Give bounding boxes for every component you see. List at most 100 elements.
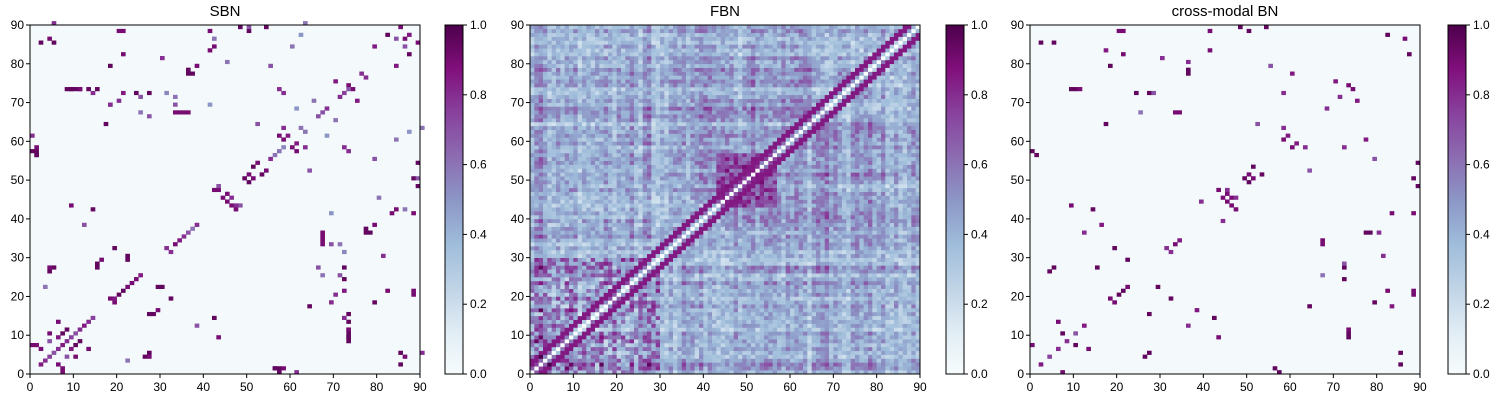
heatmap-cell [729, 300, 734, 305]
heatmap-cell [530, 168, 535, 173]
heatmap-cell [651, 238, 656, 243]
heatmap-cell [543, 187, 548, 193]
heatmap-cell [573, 215, 578, 220]
heatmap-cell [621, 164, 626, 169]
heatmap-cell [560, 222, 565, 227]
heatmap-cell [603, 277, 609, 282]
heatmap-cell [564, 118, 570, 123]
heatmap-cell [712, 44, 717, 49]
heatmap-cell [599, 94, 604, 99]
heatmap-cell [647, 168, 652, 173]
heatmap-cell [742, 191, 747, 196]
heatmap-cell [681, 226, 687, 231]
heatmap-cell [642, 87, 648, 92]
heatmap-cell [668, 87, 674, 92]
heatmap-cell [673, 304, 678, 309]
heatmap-cell [634, 52, 639, 57]
heatmap-cell [547, 152, 552, 158]
heatmap-cell [569, 261, 574, 266]
heatmap-cell [751, 246, 756, 251]
heatmap-cell [538, 342, 544, 348]
heatmap-cell [599, 339, 604, 344]
heatmap-cell [634, 149, 639, 154]
heatmap-cell [751, 327, 756, 332]
heatmap-cell [686, 215, 691, 220]
heatmap-cell [551, 311, 557, 317]
heatmap-cell [668, 75, 674, 80]
heatmap-cell [595, 59, 600, 65]
heatmap-cell [681, 40, 687, 45]
heatmap-cell [647, 304, 652, 309]
heatmap-cell [586, 222, 591, 227]
heatmap-cell [677, 121, 682, 127]
heatmap-cell [638, 362, 643, 367]
heatmap-cell [560, 176, 565, 181]
heatmap-cell [363, 226, 369, 231]
heatmap-cell [569, 36, 574, 41]
heatmap-cell [56, 335, 61, 340]
heatmap-cell [277, 87, 282, 92]
heatmap-cell [603, 172, 609, 177]
heatmap-cell [599, 44, 604, 49]
heatmap-cell [556, 370, 561, 375]
heatmap-cell [651, 114, 656, 119]
heatmap-cell [690, 121, 695, 127]
heatmap-cell [625, 187, 630, 193]
heatmap-cell [612, 218, 617, 224]
heatmap-cell [694, 319, 700, 324]
heatmap-cell [556, 288, 561, 293]
heatmap-cell [647, 249, 652, 255]
heatmap-cell [608, 106, 613, 111]
heatmap-cell [668, 125, 674, 130]
heatmap-cell [569, 32, 574, 37]
heatmap-cell [742, 71, 747, 76]
heatmap-cell [677, 172, 682, 177]
heatmap-cell [694, 121, 700, 127]
heatmap-cell [733, 164, 739, 169]
heatmap-cell [673, 215, 678, 220]
heatmap-cell [621, 90, 626, 96]
heatmap-cell [746, 199, 752, 204]
heatmap-cell [647, 273, 652, 278]
heatmap-cell [699, 32, 704, 37]
heatmap-cell [569, 230, 574, 235]
heatmap-cell [751, 230, 756, 235]
heatmap-cell [629, 40, 635, 45]
heatmap-cell [729, 327, 734, 332]
heatmap-cell [138, 273, 143, 278]
heatmap-cell [638, 215, 643, 220]
heatmap-cell [707, 145, 713, 150]
heatmap-cell [82, 222, 87, 227]
heatmap-cell [694, 346, 700, 352]
heatmap-cell [616, 315, 622, 321]
heatmap-cell [595, 315, 600, 321]
heatmap-cell [660, 125, 665, 130]
heatmap-cell [642, 195, 648, 200]
heatmap-cell [577, 129, 583, 134]
heatmap-cell [729, 48, 734, 53]
heatmap-cell [590, 292, 596, 297]
heatmap-cell [677, 141, 682, 146]
heatmap-cell [551, 106, 557, 111]
heatmap-cell [543, 183, 548, 189]
heatmap-cell [125, 358, 130, 363]
heatmap-cell [147, 90, 152, 96]
heatmap-cell [694, 94, 700, 99]
heatmap-cell [651, 230, 656, 235]
heatmap-cell [651, 180, 656, 185]
heatmap-cell [690, 273, 695, 278]
heatmap-cell [686, 129, 691, 134]
heatmap-cell [573, 75, 578, 80]
heatmap-cell [647, 98, 652, 103]
heatmap-cell [564, 98, 570, 103]
heatmap-cell [699, 160, 704, 165]
heatmap-cell [703, 114, 708, 119]
heatmap-cell [651, 79, 656, 84]
heatmap-cell [733, 226, 739, 231]
heatmap-cell [703, 292, 708, 297]
heatmap-cell [638, 145, 643, 150]
heatmap-cell [681, 199, 687, 204]
heatmap-cell [599, 172, 604, 177]
heatmap-cell [673, 44, 678, 49]
